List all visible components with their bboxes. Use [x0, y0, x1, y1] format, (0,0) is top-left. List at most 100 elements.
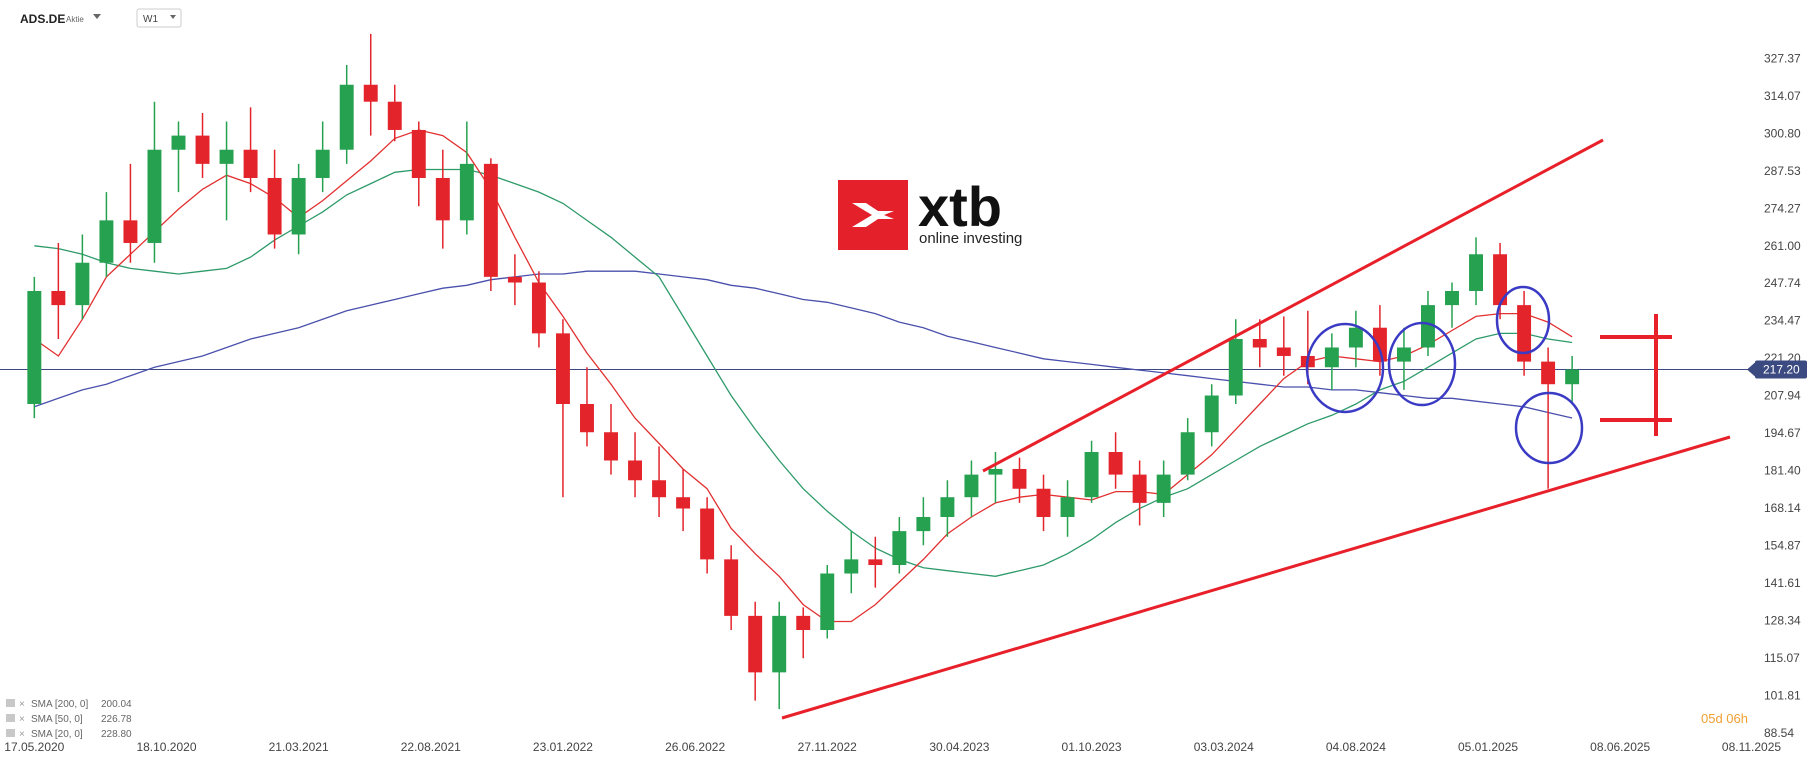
- candle-body: [51, 290, 66, 306]
- price-label-pointer: [1747, 362, 1755, 377]
- candle-body: [1541, 361, 1556, 385]
- candle-body: [219, 149, 234, 164]
- x-tick-label: 27.11.2022: [798, 740, 857, 754]
- candle-body: [27, 290, 42, 404]
- symbol-kind: Aktie: [66, 15, 84, 24]
- candle-body: [820, 573, 835, 630]
- legend-icon: [6, 714, 15, 722]
- highlight-circle: [1495, 285, 1551, 355]
- candle-body: [99, 220, 114, 263]
- y-tick-label: 314.07: [1764, 89, 1801, 103]
- y-tick-label: 261.00: [1764, 239, 1801, 253]
- candle-body: [1421, 305, 1435, 348]
- y-tick-label: 154.87: [1764, 539, 1801, 553]
- dropdown-arrow[interactable]: [170, 15, 176, 19]
- sma-line: [33, 129, 1573, 623]
- candle-body: [1012, 468, 1027, 489]
- interval[interactable]: W1: [143, 14, 158, 25]
- x-tick-label: 23.01.2022: [533, 740, 593, 754]
- legend-close: ×: [19, 699, 25, 710]
- candle-body: [507, 276, 522, 283]
- x-tick-label: 04.08.2024: [1326, 740, 1386, 754]
- candle-body: [483, 163, 498, 277]
- candle-body: [243, 149, 258, 178]
- timer: 05d 06h: [1701, 711, 1748, 726]
- highlight-circle: [1387, 321, 1457, 407]
- logo-brand: xtb: [918, 175, 1002, 238]
- candle-body: [1180, 432, 1195, 475]
- candle-body: [988, 468, 1003, 475]
- logo-tagline: online investing: [919, 230, 1022, 247]
- highlight-circle: [1514, 391, 1584, 465]
- highlight-circle: [1305, 322, 1385, 414]
- candle-body: [580, 403, 594, 433]
- sma-line: [34, 168, 1573, 577]
- x-tick-label: 08.11.2025: [1722, 740, 1781, 754]
- y-tick-label: 141.61: [1764, 576, 1801, 590]
- x-tick-label: 26.06.2022: [665, 740, 725, 754]
- candle-body: [652, 480, 667, 498]
- candle-body: [1084, 452, 1099, 498]
- plot: [0, 33, 1755, 710]
- price-label: 217.20: [1763, 363, 1800, 377]
- y-tick-label: 300.80: [1764, 126, 1801, 140]
- candle-body: [1348, 327, 1363, 348]
- candle-body: [772, 615, 787, 673]
- legend-value: 228.80: [101, 729, 132, 740]
- legend-name: SMA [20, 0]: [31, 729, 83, 740]
- y-tick-label: 115.07: [1764, 651, 1800, 665]
- candle-body: [363, 84, 378, 102]
- candle-body: [1228, 339, 1243, 396]
- y-tick-label: 287.53: [1764, 164, 1801, 178]
- legend-name: SMA [50, 0]: [31, 714, 83, 725]
- candle-body: [1156, 474, 1171, 503]
- candle-body: [868, 559, 883, 566]
- legend-name: SMA [200, 0]: [31, 699, 88, 710]
- legend-close: ×: [19, 729, 25, 740]
- x-tick-label: 05.01.2025: [1458, 740, 1518, 754]
- dropdown-arrow[interactable]: [93, 14, 101, 19]
- price-label-box: [1755, 360, 1807, 379]
- logo-icon: [852, 203, 894, 227]
- candle-body: [315, 149, 330, 178]
- x-tick-label: 08.06.2025: [1590, 740, 1650, 754]
- candle-body: [1372, 327, 1387, 362]
- candle-body: [387, 101, 402, 130]
- legend-close: ×: [19, 714, 25, 725]
- candle-body: [748, 615, 763, 673]
- candle-body: [1252, 339, 1267, 348]
- x-tick-label: 03.03.2024: [1194, 740, 1254, 754]
- candle-body: [1132, 474, 1147, 503]
- legend-value: 200.04: [101, 699, 132, 710]
- candle-body: [123, 220, 138, 243]
- symbol[interactable]: ADS.DE: [20, 12, 65, 26]
- candle-body: [964, 474, 979, 498]
- y-tick-label: 327.37: [1764, 51, 1801, 65]
- candle-body: [411, 129, 426, 178]
- candle-body: [267, 177, 282, 235]
- candle-body: [435, 177, 450, 221]
- candle-body: [1469, 254, 1483, 291]
- candle-body: [1324, 347, 1339, 368]
- y-tick-label: 207.94: [1764, 389, 1801, 403]
- sma-line: [34, 270, 1573, 419]
- y-tick-label: 274.27: [1764, 201, 1801, 215]
- candle-body: [1108, 452, 1123, 475]
- y-tick-label: 247.74: [1764, 276, 1801, 290]
- candle-body: [1276, 347, 1291, 356]
- candle-body: [195, 135, 210, 164]
- candle-body: [1517, 305, 1532, 362]
- candle-body: [555, 333, 570, 404]
- candle-body: [291, 177, 306, 235]
- candle-body: [171, 135, 186, 150]
- interval-select[interactable]: [136, 8, 182, 28]
- candle-body: [1036, 488, 1051, 517]
- y-tick-label: 101.81: [1764, 689, 1801, 703]
- candle-body: [940, 497, 955, 517]
- candle-body: [892, 531, 907, 566]
- candle-body: [1060, 497, 1075, 517]
- legend-icon: [6, 699, 15, 707]
- legend-icon: [6, 729, 15, 737]
